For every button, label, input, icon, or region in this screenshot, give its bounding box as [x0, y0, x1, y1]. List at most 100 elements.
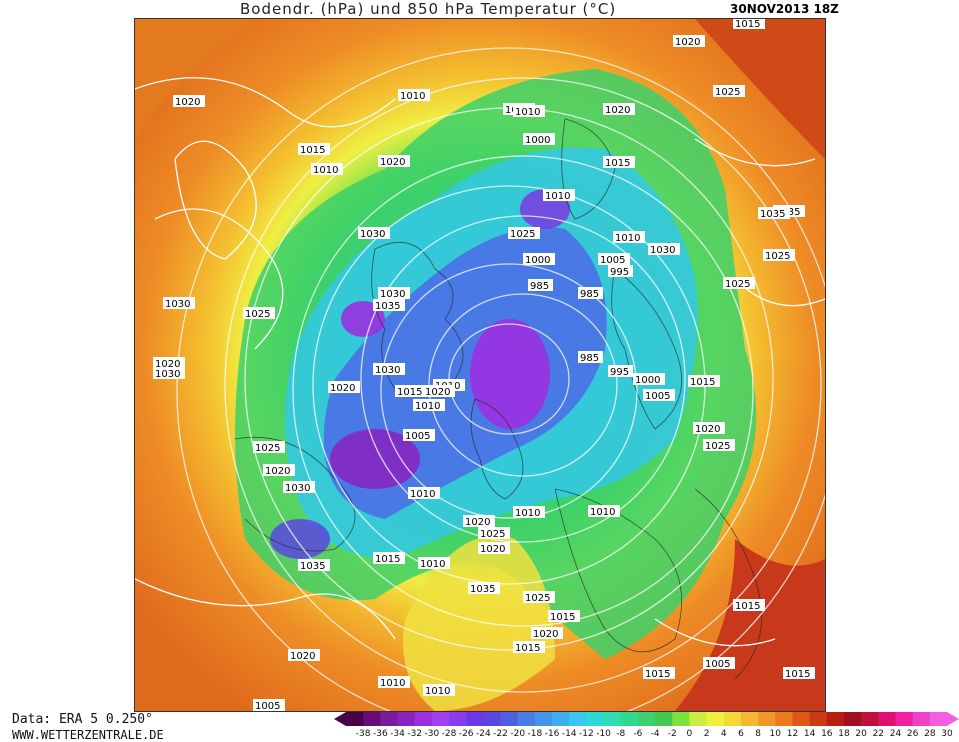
pressure-label: 1020 [463, 515, 495, 528]
legend-swatch [449, 712, 467, 726]
svg-text:1025: 1025 [525, 593, 550, 604]
pressure-label: 1020 [531, 627, 563, 640]
pressure-label: 1010 [613, 231, 645, 244]
weather-map: 1015102010201010101010201010101510201025… [134, 18, 826, 712]
legend-swatch [655, 712, 673, 726]
legend-swatch [346, 712, 364, 726]
pressure-label: 1025 [508, 227, 540, 240]
pressure-label: 1020 [603, 103, 635, 116]
legend-swatch [414, 712, 433, 726]
legend-tick-label: 18 [838, 729, 850, 739]
svg-text:1005: 1005 [255, 701, 280, 711]
pressure-label: 995 [608, 265, 633, 278]
legend-tick-label: 30 [941, 729, 953, 739]
svg-text:985: 985 [580, 289, 599, 300]
svg-text:1000: 1000 [525, 255, 550, 266]
pressure-label: 1030 [283, 481, 315, 494]
pressure-label: 1000 [523, 133, 555, 146]
svg-text:1020: 1020 [175, 97, 200, 108]
svg-text:1035: 1035 [760, 209, 785, 220]
legend-swatch [363, 712, 381, 726]
svg-text:1020: 1020 [425, 387, 450, 398]
svg-text:1015: 1015 [690, 377, 715, 388]
temperature-legend [334, 712, 959, 732]
legend-tick-label: -34 [390, 729, 405, 739]
pressure-label: 1015 [783, 667, 815, 680]
svg-text:1010: 1010 [590, 507, 615, 518]
pressure-label: 1010 [418, 557, 450, 570]
website-label: WWW.WETTERZENTRALE.DE [12, 728, 164, 742]
legend-swatch [740, 712, 759, 726]
legend-swatch [792, 712, 811, 726]
svg-text:1010: 1010 [380, 678, 405, 689]
pressure-label: 1010 [398, 89, 430, 102]
legend-swatch [534, 712, 553, 726]
legend-swatch [483, 712, 502, 726]
legend-swatch [586, 712, 605, 726]
svg-text:1030: 1030 [650, 245, 675, 256]
svg-text:1020: 1020 [465, 517, 490, 528]
legend-tick-label: -18 [527, 729, 543, 739]
legend-tick-label: 16 [821, 729, 833, 739]
legend-swatch [517, 712, 536, 726]
legend-tick-label: -22 [493, 729, 508, 739]
legend-tick-label: 12 [786, 729, 799, 739]
svg-text:1015: 1015 [300, 145, 325, 156]
svg-text:1020: 1020 [330, 383, 355, 394]
pressure-label: 1010 [311, 163, 343, 176]
svg-text:1020: 1020 [695, 424, 720, 435]
legend-swatch [723, 712, 742, 726]
svg-text:1020: 1020 [265, 466, 290, 477]
pressure-label: 1025 [478, 527, 510, 540]
legend-tick-label: -28 [441, 729, 457, 739]
pressure-label: 1025 [243, 307, 275, 320]
pressure-label: 1025 [723, 277, 755, 290]
svg-text:1015: 1015 [375, 554, 400, 565]
pressure-label: 1020 [153, 357, 185, 370]
legend-swatch [637, 712, 656, 726]
pressure-label: 1015 [733, 599, 765, 612]
legend-tick-label: -10 [596, 729, 611, 739]
pressure-label: 1015 [548, 610, 580, 623]
pressure-label: 985 [578, 351, 603, 364]
pressure-label: 1020 [288, 649, 320, 662]
legend-tick-label: -30 [424, 729, 440, 739]
svg-text:1015: 1015 [735, 601, 760, 612]
svg-text:1035: 1035 [300, 561, 325, 572]
pressure-label: 1025 [763, 249, 795, 262]
pressure-label: 1005 [403, 429, 435, 442]
pressure-label: 1010 [513, 506, 545, 519]
legend-tick-label: 28 [924, 729, 936, 739]
svg-text:1015: 1015 [735, 19, 760, 30]
svg-text:1025: 1025 [255, 443, 280, 454]
legend-swatch [912, 712, 931, 726]
svg-text:1015: 1015 [515, 643, 540, 654]
legend-swatch [620, 712, 639, 726]
pressure-label: 1010 [378, 676, 410, 689]
pressure-label: 1020 [673, 35, 705, 48]
pressure-label: 1020 [263, 464, 295, 477]
legend-swatch [895, 712, 914, 726]
legend-tick-label: -26 [458, 729, 474, 739]
svg-text:1020: 1020 [533, 629, 558, 640]
legend-tick-label: 4 [720, 729, 727, 739]
svg-text:1010: 1010 [425, 686, 450, 697]
legend-swatch [569, 712, 587, 726]
legend-arrow-right [947, 712, 959, 726]
svg-text:1015: 1015 [645, 669, 670, 680]
legend-tick-label: -38 [355, 729, 371, 739]
pressure-label: 1015 [395, 385, 427, 398]
legend-tick-label: -4 [650, 729, 660, 739]
svg-text:1000: 1000 [635, 375, 660, 386]
legend-swatch [758, 712, 776, 726]
pressure-label: 985 [528, 279, 553, 292]
svg-text:1025: 1025 [715, 87, 740, 98]
pressure-label: 1030 [153, 367, 185, 380]
legend-swatch [603, 712, 622, 726]
svg-text:995: 995 [610, 267, 629, 278]
svg-text:1015: 1015 [397, 387, 422, 398]
pressure-label: 1020 [423, 385, 455, 398]
legend-swatch [861, 712, 879, 726]
svg-text:1005: 1005 [645, 391, 670, 402]
pressure-label: 1005 [598, 253, 630, 266]
